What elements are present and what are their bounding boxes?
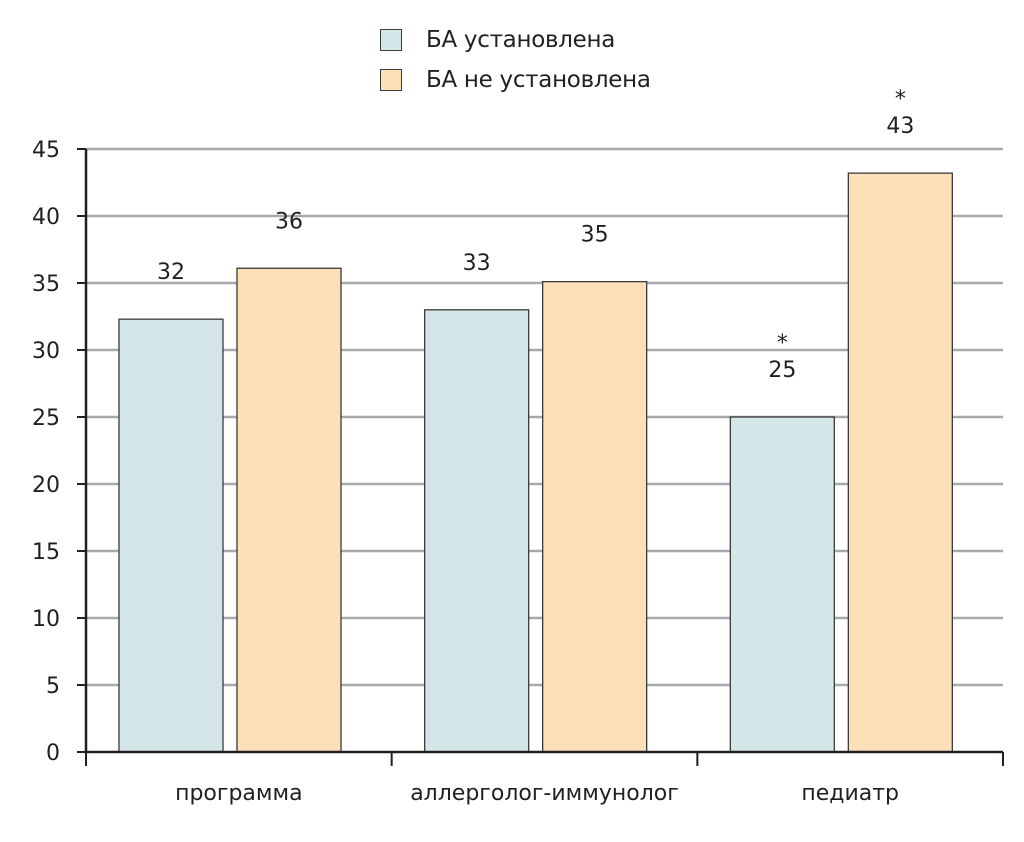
significance-mark: * xyxy=(777,331,788,356)
significance-mark: * xyxy=(895,87,906,112)
bar xyxy=(118,318,224,753)
legend-item-ba-not-established: БА не установлена xyxy=(380,60,651,100)
bar xyxy=(424,309,530,753)
y-tick-label: 0 xyxy=(46,741,60,766)
legend-swatch-ba-not-established xyxy=(380,69,402,91)
data-label: 33 xyxy=(463,251,491,276)
bar xyxy=(236,267,342,753)
legend-item-ba-established: БА установлена xyxy=(380,20,651,60)
y-tick-label: 20 xyxy=(32,473,60,498)
y-tick-label: 15 xyxy=(32,540,60,565)
data-label: 36 xyxy=(275,209,303,234)
y-tick-label: 10 xyxy=(32,607,60,632)
data-label: 25 xyxy=(768,358,796,383)
bar xyxy=(729,416,835,753)
y-tick-label: 5 xyxy=(46,674,60,699)
x-tick-label: педиатр xyxy=(801,781,899,806)
y-tick-label: 45 xyxy=(32,138,60,163)
y-tick-label: 30 xyxy=(32,339,60,364)
y-tick-label: 40 xyxy=(32,205,60,230)
bar xyxy=(542,281,648,753)
legend: БА установлена БА не установлена xyxy=(380,20,651,100)
data-label: 35 xyxy=(581,223,609,248)
y-tick-label: 25 xyxy=(32,406,60,431)
legend-label-ba-established: БА установлена xyxy=(426,27,616,53)
bar xyxy=(847,172,953,753)
legend-swatch-ba-established xyxy=(380,29,402,51)
data-label: 32 xyxy=(157,260,185,285)
x-tick-label: аллерголог-иммунолог xyxy=(410,781,679,806)
y-tick-label: 35 xyxy=(32,272,60,297)
x-tick-label: программа xyxy=(175,781,303,806)
data-label: 43 xyxy=(886,114,914,139)
legend-label-ba-not-established: БА не установлена xyxy=(426,67,651,93)
